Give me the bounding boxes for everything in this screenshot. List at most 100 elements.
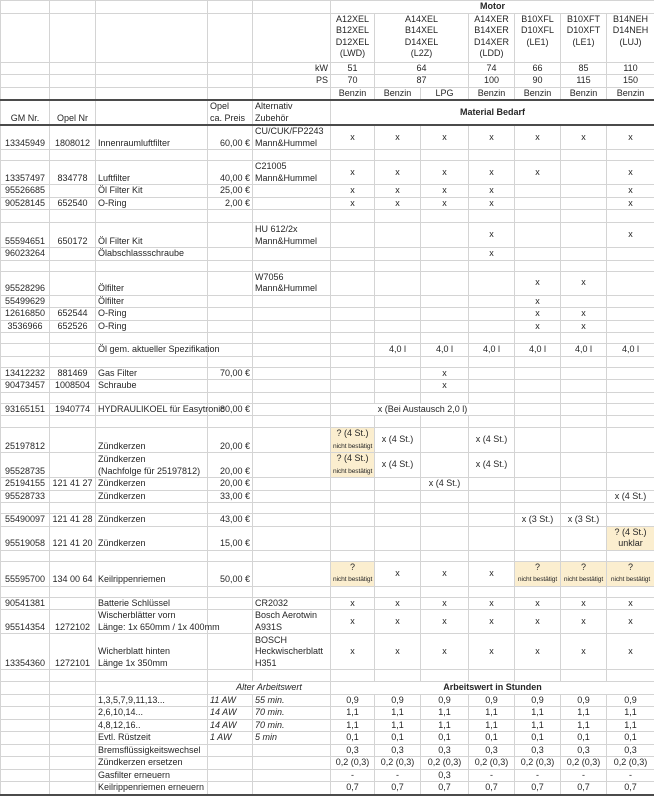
- cell-hours-text: 0,2 (0,3): [475, 757, 509, 767]
- cell-gm-nr: 55594651: [1, 223, 50, 248]
- cell-gm-nr-text: 13357497: [5, 173, 45, 183]
- cell-hours-text: 1,1: [391, 720, 404, 730]
- cell-description: Luftfilter: [96, 161, 208, 185]
- cell-opel-nr: 652544: [50, 308, 96, 321]
- cell-price-text: 70,00 €: [220, 368, 250, 378]
- cell-opel-nr: 1940774: [50, 403, 96, 416]
- cell-hours: 0,1: [331, 732, 375, 745]
- cell-hours-text: -: [629, 770, 632, 780]
- cell-value-unconfirmed-text: nicht bestätigt: [333, 468, 372, 475]
- cell-value-text: x (4 St.): [476, 434, 508, 444]
- cell-value-text: x: [489, 598, 494, 608]
- cell-price: 70,00 €: [208, 367, 253, 380]
- cell: [253, 1, 331, 14]
- ps-value-text: 70: [347, 75, 357, 85]
- kw-value-text: 51: [347, 63, 357, 73]
- cell-opel-nr: 834778: [50, 161, 96, 185]
- cell-value: x: [607, 197, 654, 210]
- gm-nr-header-text: GM Nr.: [11, 113, 40, 123]
- cell-opel-nr: 1272101: [50, 634, 96, 670]
- cell-value: x: [421, 597, 469, 610]
- cell-hours: 0,3: [515, 744, 561, 757]
- cell-value: x: [469, 634, 515, 670]
- cell-hours: 0,3: [469, 744, 515, 757]
- cell-description: Innenraumluftfilter: [96, 125, 208, 150]
- cell-description-text: Wischerblätter vorn: [98, 610, 176, 620]
- empty-cell: [515, 150, 561, 161]
- cell-hours-text: 0,2 (0,3): [381, 757, 415, 767]
- cell-hours: 0,7: [515, 782, 561, 795]
- cell-value: x: [561, 320, 607, 333]
- cell-value: x: [469, 197, 515, 210]
- cell-value-text: x (4 St.): [382, 459, 414, 469]
- empty-cell: [607, 416, 654, 428]
- cell-hours: 1,1: [469, 719, 515, 732]
- cell-description: Zündkerzen: [96, 478, 208, 491]
- cell: [50, 62, 96, 75]
- cell-gm-nr-text: 95519058: [5, 538, 45, 548]
- cell-value-text: 4,0 l: [483, 344, 500, 354]
- cell-hours: 0,2 (0,3): [421, 757, 469, 770]
- cell-value-text: x: [535, 296, 540, 306]
- cell-value: [469, 271, 515, 295]
- cell-gm-nr: 90528145: [1, 197, 50, 210]
- cell-value-text: x: [489, 568, 494, 578]
- cell: [253, 87, 331, 100]
- cell-value-text: x: [628, 646, 633, 656]
- empty-cell: [96, 333, 208, 344]
- gm-nr-header: GM Nr.: [1, 100, 50, 125]
- cell-description: Gas Filter: [96, 367, 208, 380]
- cell-value-text: x: [350, 132, 355, 142]
- cell-gm-nr-text: 95528735: [5, 466, 45, 476]
- empty-cell: [561, 150, 607, 161]
- cell-gm-nr-text: 13345949: [5, 138, 45, 148]
- cell-value: [421, 271, 469, 295]
- ps-value-text: 87: [416, 75, 426, 85]
- cell: [1, 75, 50, 88]
- cell-description-text: Zündkerzen: [98, 454, 146, 464]
- fuel-type: Benzin: [375, 87, 421, 100]
- empty-cell: [96, 503, 208, 514]
- cell-hours-text: 0,2 (0,3): [336, 757, 370, 767]
- cell-alternative: [253, 248, 331, 261]
- cell-value-text: x: [395, 132, 400, 142]
- alter-arbeitswert-header: Alter Arbeitswert: [208, 682, 331, 695]
- cell-value: [515, 197, 561, 210]
- cell-gm-nr: 95528733: [1, 490, 50, 503]
- cell-value: [561, 380, 607, 393]
- cell-value: x (4 St.): [421, 478, 469, 491]
- cell-value-unconfirmed-text: nicht bestätigt: [518, 576, 557, 583]
- table-row: Gasfilter erneuern--0,3----: [1, 769, 654, 782]
- cell-value: [607, 320, 654, 333]
- cell-value: [515, 453, 561, 478]
- cell-task-text: 4,8,12,16..: [98, 720, 141, 730]
- cell-opel-nr: [50, 185, 96, 198]
- cell-description: Zündkerzen: [96, 526, 208, 550]
- price-header-text: Opel: [210, 101, 229, 111]
- cell-gm-nr-text: 25197812: [5, 441, 45, 451]
- cell-alternative: [253, 185, 331, 198]
- empty-cell: [607, 586, 654, 597]
- cell-value: [375, 223, 421, 248]
- cell-hours: 1,1: [561, 707, 607, 720]
- empty-cell: [1, 503, 50, 514]
- description-header: [96, 100, 208, 125]
- ps-value-text: 115: [576, 75, 590, 85]
- empty-cell: [607, 260, 654, 271]
- cell-alternative-text: HU 612/2x: [255, 224, 298, 234]
- cell-value: [331, 320, 375, 333]
- cell-hours: 1,1: [607, 719, 654, 732]
- cell-task-text: Evtl. Rüstzeit: [98, 732, 151, 742]
- empty-cell: [469, 586, 515, 597]
- cell-hours-text: 0,2 (0,3): [521, 757, 555, 767]
- cell-value: 4,0 l: [561, 344, 607, 357]
- cell-alternative: [253, 453, 331, 478]
- cell-description-text: Wicherblatt hinten: [98, 646, 170, 656]
- empty-cell: [469, 150, 515, 161]
